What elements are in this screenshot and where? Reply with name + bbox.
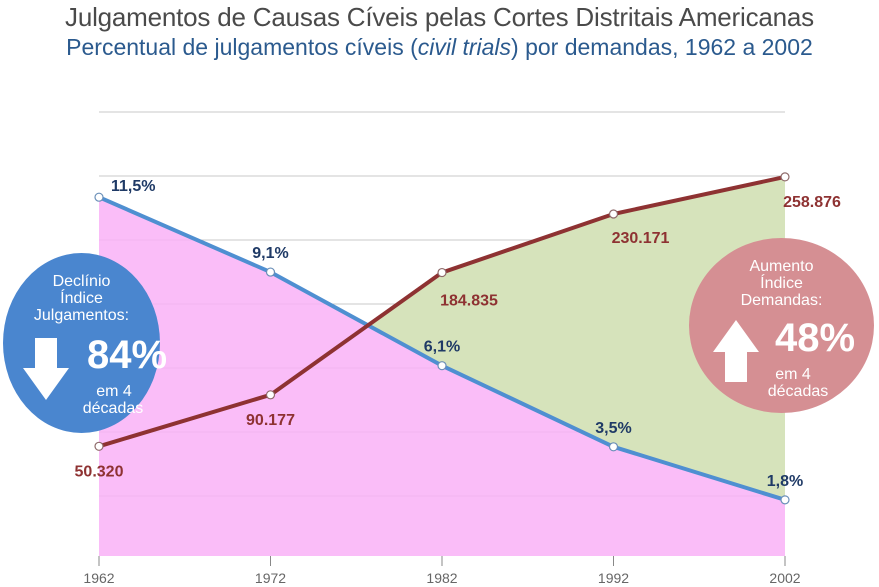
increase-line1: Aumento — [749, 258, 814, 275]
data-label-demands: 230.171 — [612, 230, 670, 247]
x-tick-label: 1982 — [426, 570, 457, 586]
x-axis: 1962 1972 1982 1992 2002 — [83, 556, 801, 586]
arrow-up-icon — [713, 320, 759, 382]
data-label-demands: 258.876 — [783, 194, 841, 211]
data-label-trial-rate: 9,1% — [252, 245, 288, 262]
increase-note1: em 4 — [775, 366, 811, 383]
data-point-demands — [94, 441, 104, 451]
decline-value: 84% — [87, 333, 168, 377]
increase-value: 48% — [775, 316, 856, 360]
decline-note1: em 4 — [96, 383, 132, 400]
x-tick-label: 1962 — [83, 570, 114, 586]
area-trial-rate — [99, 197, 785, 556]
arrow-down-icon — [23, 338, 69, 400]
increase-line2: Índice — [760, 275, 803, 292]
data-label-trial-rate: 6,1% — [424, 339, 460, 356]
chart-title: Julgamentos de Causas Cíveis pelas Corte… — [65, 2, 814, 32]
decline-callout: Declínio Índice Julgamentos: 84% em 4 dé… — [3, 253, 167, 433]
data-point-trial-rate — [265, 267, 276, 277]
data-labels: 11,5% 9,1% 6,1% 3,5% 1,8% 50.320 90.177 184.835… — [75, 178, 841, 490]
increase-note2: décadas — [767, 383, 829, 400]
data-points — [94, 172, 790, 505]
chart-areas — [99, 176, 785, 556]
data-point-trial-rate — [94, 192, 104, 202]
data-label-trial-rate: 3,5% — [595, 420, 631, 437]
data-label-trial-rate: 11,5% — [111, 178, 155, 195]
data-point-demands — [780, 172, 790, 182]
data-label-demands: 90.177 — [246, 412, 295, 429]
chart-subtitle: Percentual de julgamentos cíveis (civil … — [0, 34, 879, 61]
x-tick-label: 2002 — [769, 570, 800, 586]
data-label-trial-rate: 1,8% — [767, 473, 803, 490]
x-tick-label: 1992 — [598, 570, 629, 586]
area-demands-gap — [368, 176, 785, 500]
data-point-trial-rate — [608, 442, 619, 452]
decline-line3: Julgamentos: — [33, 307, 130, 324]
data-point-trial-rate — [780, 495, 790, 505]
subtitle-post: ) por demandas, 1962 a 2002 — [511, 34, 813, 60]
increase-callout: Aumento Índice Demandas: 48% em 4 década… — [689, 238, 874, 413]
data-point-trial-rate — [437, 361, 447, 371]
data-point-demands — [265, 390, 276, 400]
data-point-demands — [437, 267, 447, 278]
decline-line1: Declínio — [52, 273, 111, 290]
decline-line2: Índice — [60, 290, 103, 307]
x-tick-label: 1972 — [255, 570, 286, 586]
subtitle-italic: civil trials — [417, 34, 512, 60]
increase-line3: Demandas: — [740, 292, 823, 309]
subtitle-pre: Percentual de julgamentos cíveis ( — [66, 34, 418, 60]
data-label-demands: 184.835 — [440, 293, 498, 310]
decline-note2: décadas — [82, 400, 144, 417]
data-label-demands: 50.320 — [75, 463, 124, 480]
data-point-demands — [608, 209, 619, 219]
